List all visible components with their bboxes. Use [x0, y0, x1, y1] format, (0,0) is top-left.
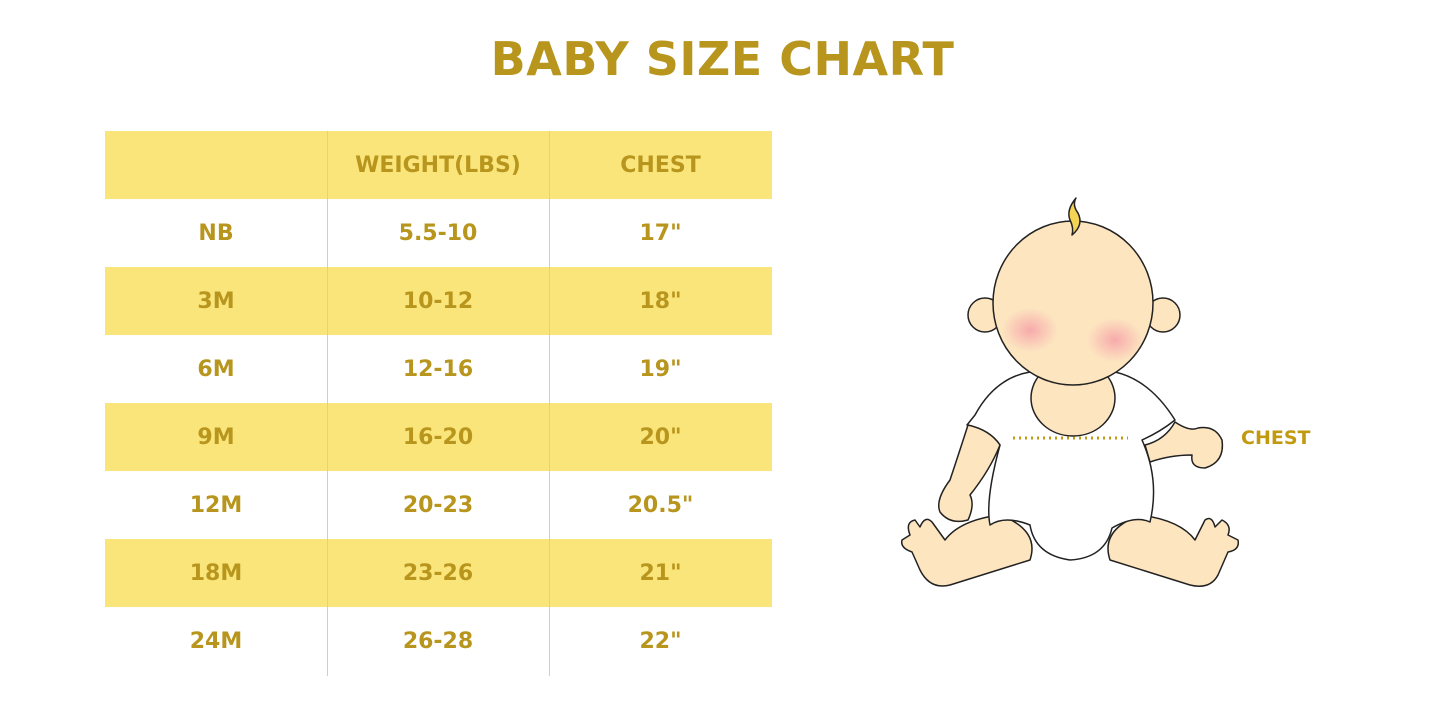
weight-cell: 26-28 — [402, 628, 474, 654]
header-chest: CHEST — [620, 152, 701, 178]
table-row: 12M 20-23 20.5" — [105, 471, 772, 539]
chest-label: CHEST — [1241, 427, 1311, 449]
chest-cell: 19" — [639, 356, 682, 382]
chest-cell: 22" — [639, 628, 682, 654]
weight-cell: 20-23 — [402, 492, 474, 518]
size-cell: 3M — [197, 288, 235, 314]
cheek — [1002, 308, 1058, 352]
table-row: 24M 26-28 22" — [105, 607, 772, 675]
size-table: WEIGHT(LBS) CHEST NB 5.5-10 17" 3M 10-12… — [105, 131, 772, 675]
header-weight: WEIGHT(LBS) — [355, 152, 521, 178]
weight-cell: 5.5-10 — [398, 220, 478, 246]
size-cell: 18M — [189, 560, 243, 586]
weight-cell: 16-20 — [402, 424, 474, 450]
weight-cell: 23-26 — [402, 560, 474, 586]
cheek — [1087, 318, 1143, 362]
chest-cell: 21" — [639, 560, 682, 586]
chest-cell: 20" — [639, 424, 682, 450]
size-cell: 9M — [197, 424, 235, 450]
page-title: BABY SIZE CHART — [490, 32, 955, 86]
size-cell: NB — [198, 220, 234, 246]
size-cell: 6M — [197, 356, 235, 382]
weight-cell: 12-16 — [402, 356, 474, 382]
size-cell: 24M — [189, 628, 243, 654]
weight-cell: 10-12 — [402, 288, 474, 314]
table-row: NB 5.5-10 17" — [105, 199, 772, 267]
column-divider — [549, 131, 550, 676]
chest-cell: 18" — [639, 288, 682, 314]
chest-cell: 17" — [639, 220, 682, 246]
column-divider — [327, 131, 328, 676]
table-row: 3M 10-12 18" — [105, 267, 772, 335]
size-cell: 12M — [189, 492, 243, 518]
table-row: 6M 12-16 19" — [105, 335, 772, 403]
table-header-row: WEIGHT(LBS) CHEST — [105, 131, 772, 199]
table-row: 18M 23-26 21" — [105, 539, 772, 607]
table-row: 9M 16-20 20" — [105, 403, 772, 471]
chest-cell: 20.5" — [627, 492, 694, 518]
